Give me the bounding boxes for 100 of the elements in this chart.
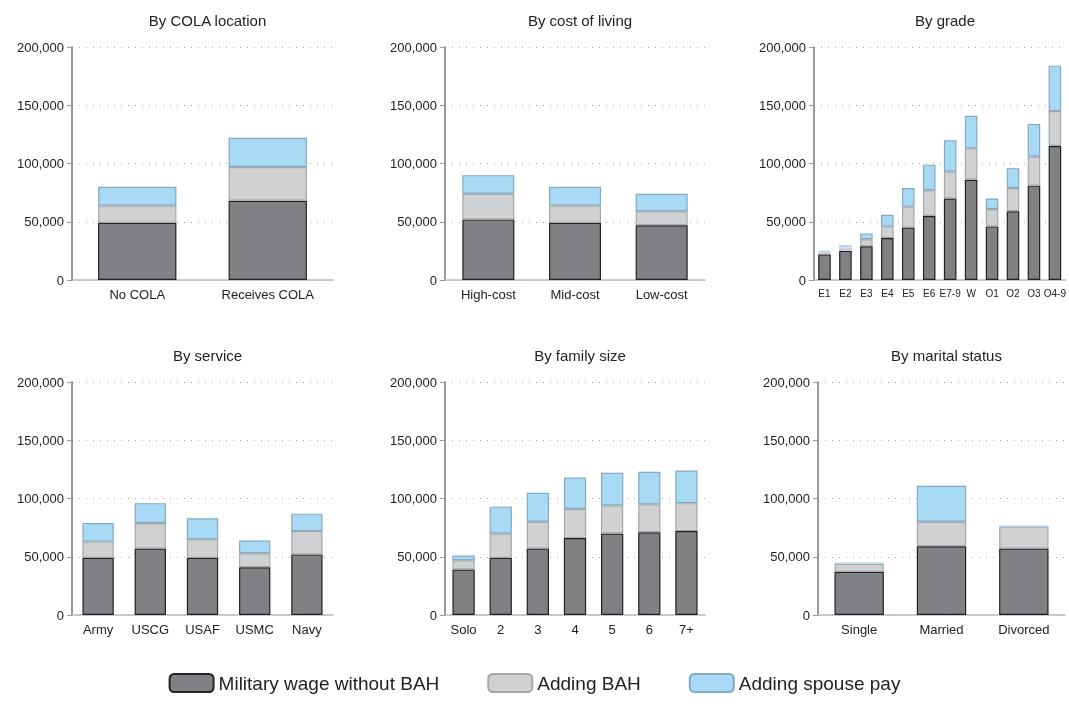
x-tick-label: O2 — [1006, 287, 1021, 299]
y-tick-label: 200,000 — [759, 39, 806, 55]
x-tick-label: Single — [841, 622, 878, 637]
bar — [1048, 65, 1062, 112]
bar — [462, 193, 515, 220]
x-tick-label: Low-cost — [635, 287, 689, 302]
x-tick-label: 3 — [534, 622, 542, 637]
bar — [462, 219, 515, 280]
bar — [916, 546, 967, 615]
bar — [186, 518, 219, 540]
bar — [489, 557, 512, 615]
bar — [1048, 146, 1062, 280]
bar — [452, 555, 475, 561]
bar — [1027, 185, 1041, 280]
bar — [943, 171, 957, 199]
x-tick-label: Receives COLA — [221, 287, 315, 302]
x-tick-label: USMC — [235, 622, 274, 637]
y-tick-label: 0 — [429, 272, 437, 288]
bar — [985, 198, 999, 209]
bar — [186, 557, 219, 615]
x-tick-label: 4 — [571, 622, 579, 637]
legend-label: Adding BAH — [537, 672, 641, 694]
y-tick-label: 200,000 — [763, 374, 810, 390]
bar — [1027, 156, 1041, 186]
chart-title: By grade — [914, 12, 976, 29]
bar — [462, 175, 515, 194]
bar — [916, 521, 967, 547]
x-tick-label: E5 — [902, 287, 915, 299]
bar — [635, 193, 688, 212]
x-tick-label: E6 — [923, 287, 936, 299]
x-tick-label: Army — [82, 622, 114, 637]
bar — [601, 472, 624, 506]
x-tick-label: Mid-cost — [550, 287, 600, 302]
bar — [985, 226, 999, 280]
y-tick-label: 200,000 — [390, 374, 437, 390]
bar — [675, 503, 698, 532]
bar — [675, 531, 698, 615]
bar — [635, 225, 688, 280]
y-tick-label: 150,000 — [390, 97, 437, 113]
y-tick-label: 200,000 — [17, 374, 64, 390]
x-tick-label: High-cost — [460, 287, 517, 302]
bar — [601, 505, 624, 534]
x-tick-label: O3 — [1027, 287, 1042, 299]
bar — [526, 492, 549, 522]
x-tick-label: 5 — [608, 622, 616, 637]
y-tick-label: 50,000 — [397, 549, 437, 565]
bar — [834, 571, 884, 615]
bar — [563, 477, 587, 509]
bar — [452, 560, 475, 570]
bar — [901, 206, 915, 228]
bar — [239, 540, 271, 554]
x-tick-label: E3 — [860, 287, 873, 299]
bar — [563, 508, 587, 539]
y-tick-label: 50,000 — [770, 549, 810, 565]
bar — [922, 190, 936, 216]
x-tick-label: O4-9 — [1043, 287, 1067, 299]
bar — [839, 250, 852, 280]
bar — [834, 563, 884, 572]
bar — [526, 521, 549, 549]
y-tick-label: 200,000 — [390, 39, 437, 55]
y-tick-label: 50,000 — [397, 214, 437, 230]
bar — [291, 554, 323, 615]
x-tick-label: O1 — [985, 287, 1000, 299]
bar — [549, 222, 601, 280]
bar — [881, 238, 894, 280]
bar — [999, 526, 1049, 549]
bar — [526, 548, 549, 615]
bar — [922, 215, 936, 280]
bar — [964, 115, 978, 149]
y-tick-label: 0 — [56, 607, 64, 623]
bar — [601, 533, 624, 615]
x-tick-label: USCG — [131, 622, 170, 637]
y-tick-label: 150,000 — [759, 97, 806, 113]
y-tick-label: 50,000 — [24, 214, 64, 230]
bar — [563, 538, 587, 615]
bar — [985, 208, 999, 227]
bar — [98, 186, 177, 206]
y-tick-label: 100,000 — [759, 156, 806, 171]
bar — [943, 140, 957, 172]
bar — [98, 222, 177, 280]
bar — [638, 532, 661, 615]
y-tick-label: 50,000 — [24, 549, 64, 565]
x-tick-label: No COLA — [109, 287, 166, 302]
bar — [134, 522, 166, 549]
chart-title: By service — [172, 347, 243, 364]
chart-title: By marital status — [891, 347, 1002, 364]
x-tick-label: E4 — [881, 287, 894, 299]
x-tick-label: 2 — [497, 622, 505, 637]
y-tick-label: 150,000 — [17, 432, 64, 448]
bar — [228, 137, 307, 167]
bar — [860, 246, 873, 280]
bar — [549, 186, 601, 206]
bar — [228, 200, 307, 280]
bar — [638, 471, 661, 505]
x-tick-label: Married — [919, 622, 964, 637]
chart-title: By cost of living — [527, 12, 633, 29]
x-tick-label: E7-9 — [939, 287, 962, 299]
bar — [638, 504, 661, 533]
bar — [964, 148, 978, 180]
bar — [881, 214, 894, 227]
